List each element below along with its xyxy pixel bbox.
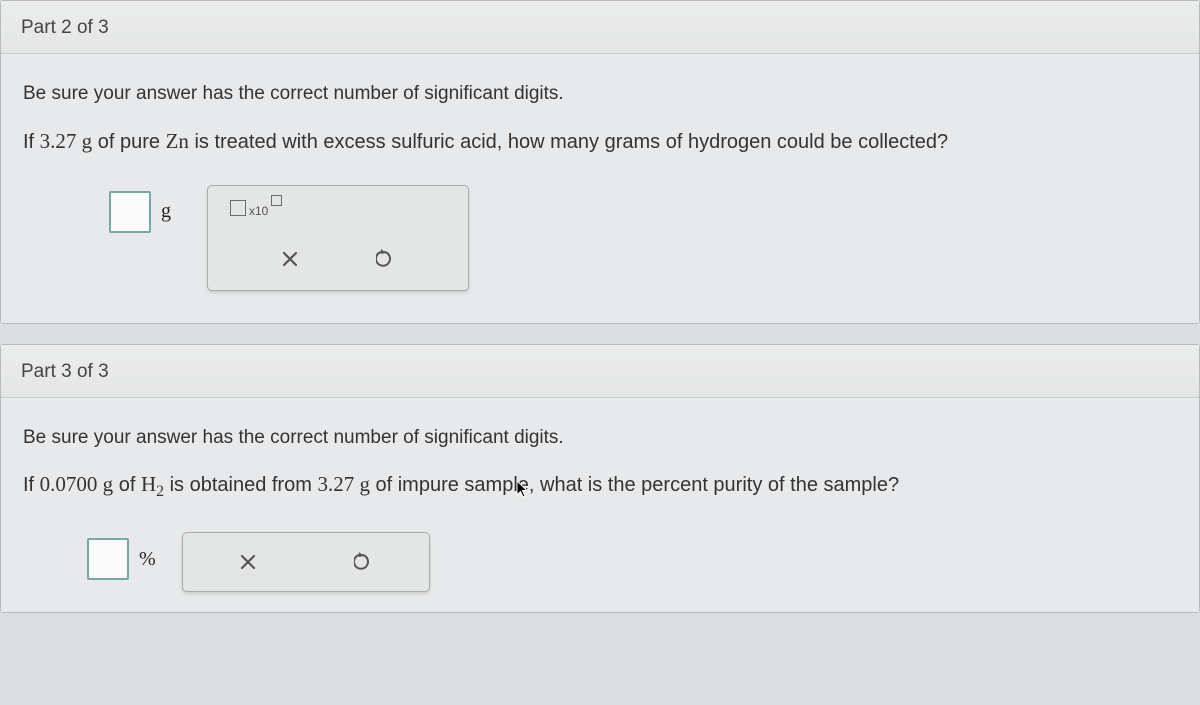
- reset-button[interactable]: [367, 242, 405, 276]
- exponent-box-icon: [271, 195, 282, 206]
- clear-button[interactable]: [229, 545, 267, 579]
- q-text: is treated with excess sulfuric acid, ho…: [189, 131, 948, 153]
- sig-digits-instruction: Be sure your answer has the correct numb…: [23, 424, 1177, 452]
- answer-input[interactable]: [87, 538, 129, 580]
- unit-label: %: [139, 548, 156, 571]
- x-icon: [239, 553, 257, 571]
- reset-button[interactable]: [345, 545, 383, 579]
- part-2-panel: Part 2 of 3 Be sure your answer has the …: [0, 0, 1200, 324]
- button-row: [226, 242, 450, 276]
- clear-button[interactable]: [271, 242, 309, 276]
- part-3-question: If 0.0700 g of H2 is obtained from 3.27 …: [23, 469, 1177, 504]
- sig-digits-instruction: Be sure your answer has the correct numb…: [23, 80, 1177, 108]
- undo-icon: [354, 552, 374, 572]
- x10-label: x10: [249, 204, 268, 218]
- scientific-notation-button[interactable]: x10: [226, 200, 450, 216]
- tool-panel: x10: [207, 185, 469, 291]
- q-element: Zn: [166, 129, 189, 153]
- answer-input-group: g: [109, 185, 171, 233]
- q-text: If: [23, 131, 40, 153]
- q-text: of: [113, 474, 141, 496]
- q-text: of impure sample, what is the percent pu…: [370, 474, 899, 496]
- part-3-body: Be sure your answer has the correct numb…: [1, 398, 1199, 613]
- q-value: 3.27 g: [40, 129, 93, 153]
- answer-input[interactable]: [109, 191, 151, 233]
- part-2-body: Be sure your answer has the correct numb…: [1, 54, 1199, 323]
- tool-panel: [182, 532, 430, 592]
- mantissa-box-icon: [230, 200, 246, 216]
- q-text: If: [23, 474, 40, 496]
- part-2-question: If 3.27 g of pure Zn is treated with exc…: [23, 126, 1177, 157]
- unit-label: g: [161, 200, 171, 223]
- undo-icon: [376, 249, 396, 269]
- part-3-header: Part 3 of 3: [1, 345, 1199, 398]
- q-text: is obtained from: [164, 474, 317, 496]
- q-formula: H2: [141, 472, 164, 496]
- part-2-header: Part 2 of 3: [1, 1, 1199, 54]
- q-value: 0.0700 g: [40, 472, 114, 496]
- part-3-panel: Part 3 of 3 Be sure your answer has the …: [0, 344, 1200, 614]
- answer-row: g x10: [23, 185, 1177, 291]
- answer-input-group: %: [87, 532, 156, 580]
- button-row: [199, 545, 413, 579]
- q-text: of pure: [92, 131, 165, 153]
- answer-row: %: [23, 532, 1177, 592]
- x-icon: [281, 250, 299, 268]
- q-value: 3.27 g: [317, 472, 370, 496]
